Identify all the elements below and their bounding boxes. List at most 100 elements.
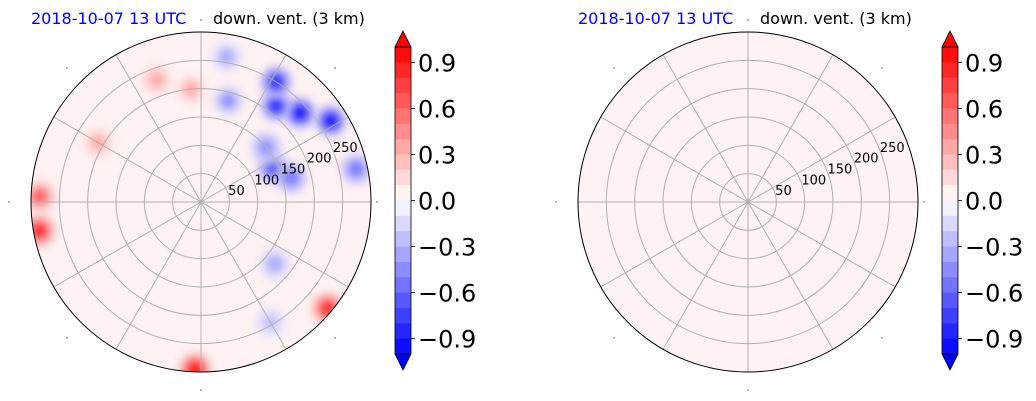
- left-blob-15: [31, 214, 56, 247]
- left-blob-17: [311, 292, 344, 325]
- left-frame-dot-2: [8, 201, 10, 203]
- right-cb-segment-5: [942, 123, 958, 140]
- left-panel: 2018-10-07 13 UTC down. vent. (3 km) 50 …: [8, 9, 476, 391]
- right-cb-segment-13: [942, 246, 958, 263]
- right-frame-dot-2: [555, 201, 557, 203]
- right-cb-segment-6: [942, 139, 958, 155]
- right-cb-segment-0: [942, 47, 958, 63]
- right-grid-spoke-60: [747, 54, 834, 203]
- left-cb-segment-15: [395, 277, 411, 294]
- right-cb-segment-9: [942, 185, 958, 201]
- right-cb-tick-4: −0.3: [965, 234, 1023, 262]
- right-rlabel-100: 100: [801, 173, 826, 188]
- left-rlabel-100: 100: [254, 173, 279, 188]
- left-frame-dot-4: [66, 67, 68, 69]
- left-rlabel-150: 150: [281, 162, 306, 177]
- right-radial-labels: 50 100 150 200 250: [775, 141, 905, 199]
- right-cb-segment-19: [942, 338, 958, 355]
- right-grid-spoke-30: [747, 116, 896, 203]
- left-cb-segment-9: [395, 185, 411, 201]
- left-frame-dot-1: [200, 389, 202, 391]
- left-frame-dot-7: [334, 337, 336, 339]
- left-cb-segment-12: [395, 231, 411, 248]
- right-title: down. vent. (3 km): [760, 9, 912, 28]
- left-cb-tick-1: 0.6: [418, 95, 456, 123]
- right-cb-segment-2: [942, 77, 958, 94]
- left-cb-extend-min: [394, 353, 412, 371]
- right-cb-segment-4: [942, 108, 958, 125]
- left-frame-dot-6: [66, 337, 68, 339]
- right-cb-segment-10: [942, 200, 958, 217]
- right-grid-spoke-240: [662, 201, 749, 350]
- left-grid-spoke-300: [200, 201, 287, 350]
- right-cb-segment-14: [942, 261, 958, 278]
- left-rlabel-250: 250: [333, 141, 358, 156]
- right-cb-segment-16: [942, 292, 958, 309]
- left-cb-segment-1: [395, 62, 411, 79]
- left-radial-labels: 50 100 150 200 250: [228, 141, 358, 199]
- left-cb-segment-3: [395, 93, 411, 109]
- left-grid-spoke-210: [53, 201, 202, 288]
- left-time-label: 2018-10-07 13 UTC: [31, 9, 186, 28]
- right-rlabel-150: 150: [828, 162, 853, 177]
- left-blob-10: [258, 247, 291, 280]
- right-rlabel-50: 50: [775, 184, 792, 199]
- left-cb-segment-17: [395, 307, 411, 324]
- right-cb-tick-0: 0.9: [965, 49, 1003, 77]
- right-grid-spoke-150: [600, 116, 749, 203]
- right-frame-dot-7: [881, 337, 883, 339]
- left-polar-grid: [8, 19, 378, 391]
- right-cb-tick-6: −0.9: [965, 326, 1023, 354]
- right-grid-spoke-300: [747, 201, 834, 350]
- left-cb-segment-16: [395, 292, 411, 309]
- left-colorbar: [394, 30, 415, 371]
- right-time-label: 2018-10-07 13 UTC: [578, 9, 733, 28]
- left-cb-tick-6: −0.9: [418, 326, 476, 354]
- right-cb-segment-8: [942, 169, 958, 186]
- left-rlabel-50: 50: [228, 184, 245, 199]
- right-cb-segment-15: [942, 277, 958, 294]
- right-rlabel-250: 250: [880, 141, 905, 156]
- left-polar-frame: [30, 31, 372, 373]
- left-grid-spoke-150: [53, 116, 202, 203]
- left-blob-16: [179, 353, 212, 372]
- left-rlabel-200: 200: [307, 152, 332, 167]
- left-cb-segment-0: [395, 47, 411, 63]
- left-cb-tick-3: 0.0: [418, 188, 456, 216]
- left-colorbar-ticks: 0.9 0.6 0.3 0.0 −0.3 −0.6 −0.9: [418, 49, 476, 353]
- right-cb-segment-7: [942, 154, 958, 171]
- left-frame-dot-5: [334, 67, 336, 69]
- right-cb-segment-3: [942, 93, 958, 109]
- left-blob-12: [140, 63, 173, 96]
- left-blob-9: [210, 40, 243, 73]
- left-cb-segment-18: [395, 323, 411, 340]
- right-cb-tick-3: 0.0: [965, 188, 1003, 216]
- left-cb-extend-max: [394, 30, 412, 48]
- right-grid-spoke-120: [662, 54, 749, 203]
- right-cb-segment-12: [942, 231, 958, 248]
- right-polar-frame: [577, 31, 919, 373]
- left-cb-segment-13: [395, 246, 411, 263]
- right-cb-tick-1: 0.6: [965, 95, 1003, 123]
- right-frame-dot-1: [747, 389, 749, 391]
- left-grid-spoke-120: [115, 54, 202, 203]
- left-cb-segment-4: [395, 108, 411, 125]
- right-polar-grid: [555, 19, 925, 391]
- right-cb-segment-11: [942, 215, 958, 232]
- left-cb-segment-11: [395, 215, 411, 232]
- right-grid-spoke-330: [747, 201, 896, 288]
- left-cb-segment-8: [395, 169, 411, 186]
- right-cb-tick-2: 0.3: [965, 141, 1003, 169]
- left-blob-5: [275, 161, 308, 194]
- left-cb-segment-14: [395, 261, 411, 278]
- left-frame-dot-0: [200, 19, 202, 21]
- left-grid-spoke-30: [200, 116, 349, 203]
- right-cb-segment-1: [942, 62, 958, 79]
- right-cb-segment-17: [942, 307, 958, 324]
- right-frame-dot-5: [881, 67, 883, 69]
- left-cb-segment-5: [395, 123, 411, 140]
- left-cb-segment-10: [395, 200, 411, 217]
- left-title: down. vent. (3 km): [213, 9, 365, 28]
- left-blob-2: [260, 89, 293, 122]
